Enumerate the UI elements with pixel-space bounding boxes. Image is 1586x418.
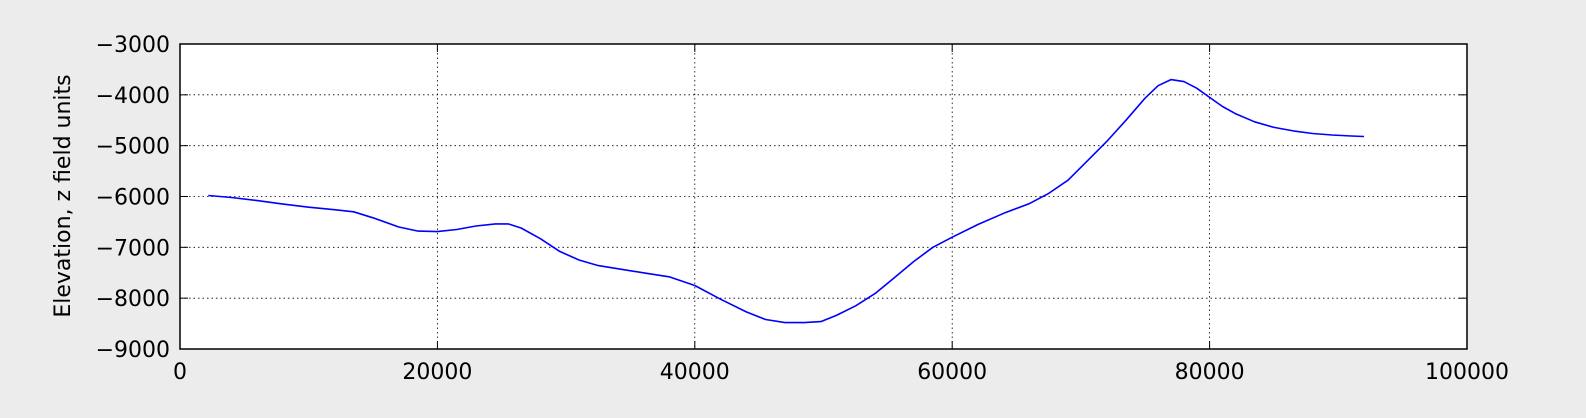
x-tick-label: 0 <box>173 360 187 385</box>
axis-ticks <box>179 43 1468 350</box>
y-tick-label: −9000 <box>96 338 170 363</box>
y-tick-label: −6000 <box>96 186 170 211</box>
y-tick-label: −8000 <box>96 287 170 312</box>
y-tick-label: −4000 <box>96 84 170 109</box>
y-tick-label: −5000 <box>96 135 170 160</box>
series-layer <box>208 78 1365 324</box>
y-tick-label: −3000 <box>96 33 170 58</box>
x-tick-label: 60000 <box>917 360 987 385</box>
y-axis-label: Elevation, z field units <box>51 74 76 317</box>
x-tick-label: 40000 <box>660 360 730 385</box>
y-tick-label: −7000 <box>96 236 170 261</box>
x-tick-label: 80000 <box>1175 360 1245 385</box>
x-tick-label: 100000 <box>1425 360 1509 385</box>
tick-labels: 0 20000 40000 60000 80000 100000 −3000 −4000 −50… <box>96 33 1509 385</box>
series-line <box>208 78 1365 324</box>
x-tick-label: 20000 <box>402 360 472 385</box>
